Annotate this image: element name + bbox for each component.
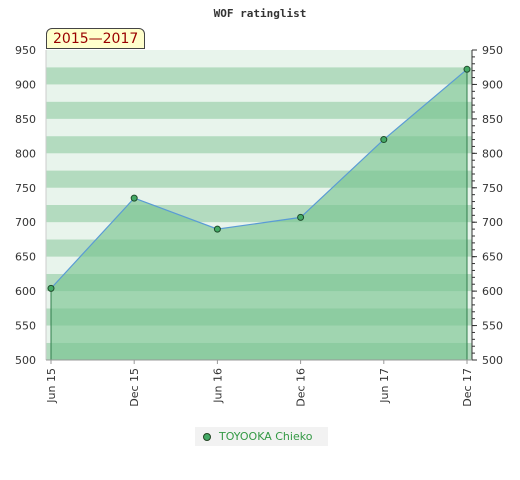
y-tick-label-right: 950 — [482, 44, 503, 57]
data-point — [213, 225, 221, 233]
y-tick-label-right: 850 — [482, 113, 503, 126]
x-tick-label: Dec 15 — [128, 368, 141, 407]
data-point — [297, 213, 305, 221]
x-tick-label: Jun 16 — [211, 368, 224, 404]
data-points — [47, 65, 471, 292]
y-tick-label-right: 750 — [482, 182, 503, 195]
y-tick-label-right: 650 — [482, 251, 503, 264]
background-band — [46, 118, 472, 137]
background-band — [46, 67, 472, 85]
data-point — [463, 65, 471, 73]
y-tick-label-right: 550 — [482, 320, 503, 333]
y-tick-label-left: 500 — [15, 354, 36, 367]
y-axis-right: 500 550 600 650 700 750 800 850 900 950 — [472, 44, 503, 367]
background-band — [46, 50, 472, 68]
y-tick-label-left: 950 — [15, 44, 36, 57]
y-tick-label-left: 800 — [15, 147, 36, 160]
y-tick-label-right: 900 — [482, 78, 503, 91]
background-band — [46, 84, 472, 102]
y-tick-label-left: 750 — [15, 182, 36, 195]
axes — [45, 50, 473, 361]
series-area — [51, 69, 467, 361]
y-tick-label-right: 800 — [482, 147, 503, 160]
x-tick-label: Dec 16 — [295, 368, 308, 407]
y-tick-label-left: 650 — [15, 251, 36, 264]
legend-marker-icon — [203, 432, 211, 441]
y-tick-label-right: 500 — [482, 354, 503, 367]
area-layer — [50, 68, 468, 361]
y-axis-left: 500 550 600 650 700 750 800 850 900 950 — [15, 44, 36, 367]
chart-title: WOF ratinglist — [214, 7, 307, 20]
y-tick-label-right: 700 — [482, 216, 503, 229]
x-tick-label: Jun 15 — [45, 368, 58, 404]
period-badge: 2015—2017 — [46, 28, 146, 49]
y-tick-label-left: 700 — [15, 216, 36, 229]
x-tick-label: Jun 17 — [378, 368, 391, 404]
data-point — [47, 284, 55, 292]
series-line — [50, 68, 468, 289]
background-band — [46, 136, 472, 154]
background-band — [46, 101, 472, 119]
y-tick-label-left: 600 — [15, 285, 36, 298]
x-axis: Jun 15 Dec 15 Jun 16 Dec 16 Jun 17 Dec 17 — [45, 360, 474, 407]
y-tick-label-right: 600 — [482, 285, 503, 298]
legend[interactable]: TOYOOKA Chieko — [195, 427, 328, 446]
legend-label: TOYOOKA Chieko — [219, 430, 313, 443]
data-point — [130, 194, 138, 202]
y-tick-label-left: 850 — [15, 113, 36, 126]
data-point — [380, 136, 388, 144]
y-tick-label-left: 550 — [15, 320, 36, 333]
y-tick-label-left: 900 — [15, 78, 36, 91]
x-tick-label: Dec 17 — [461, 368, 474, 407]
